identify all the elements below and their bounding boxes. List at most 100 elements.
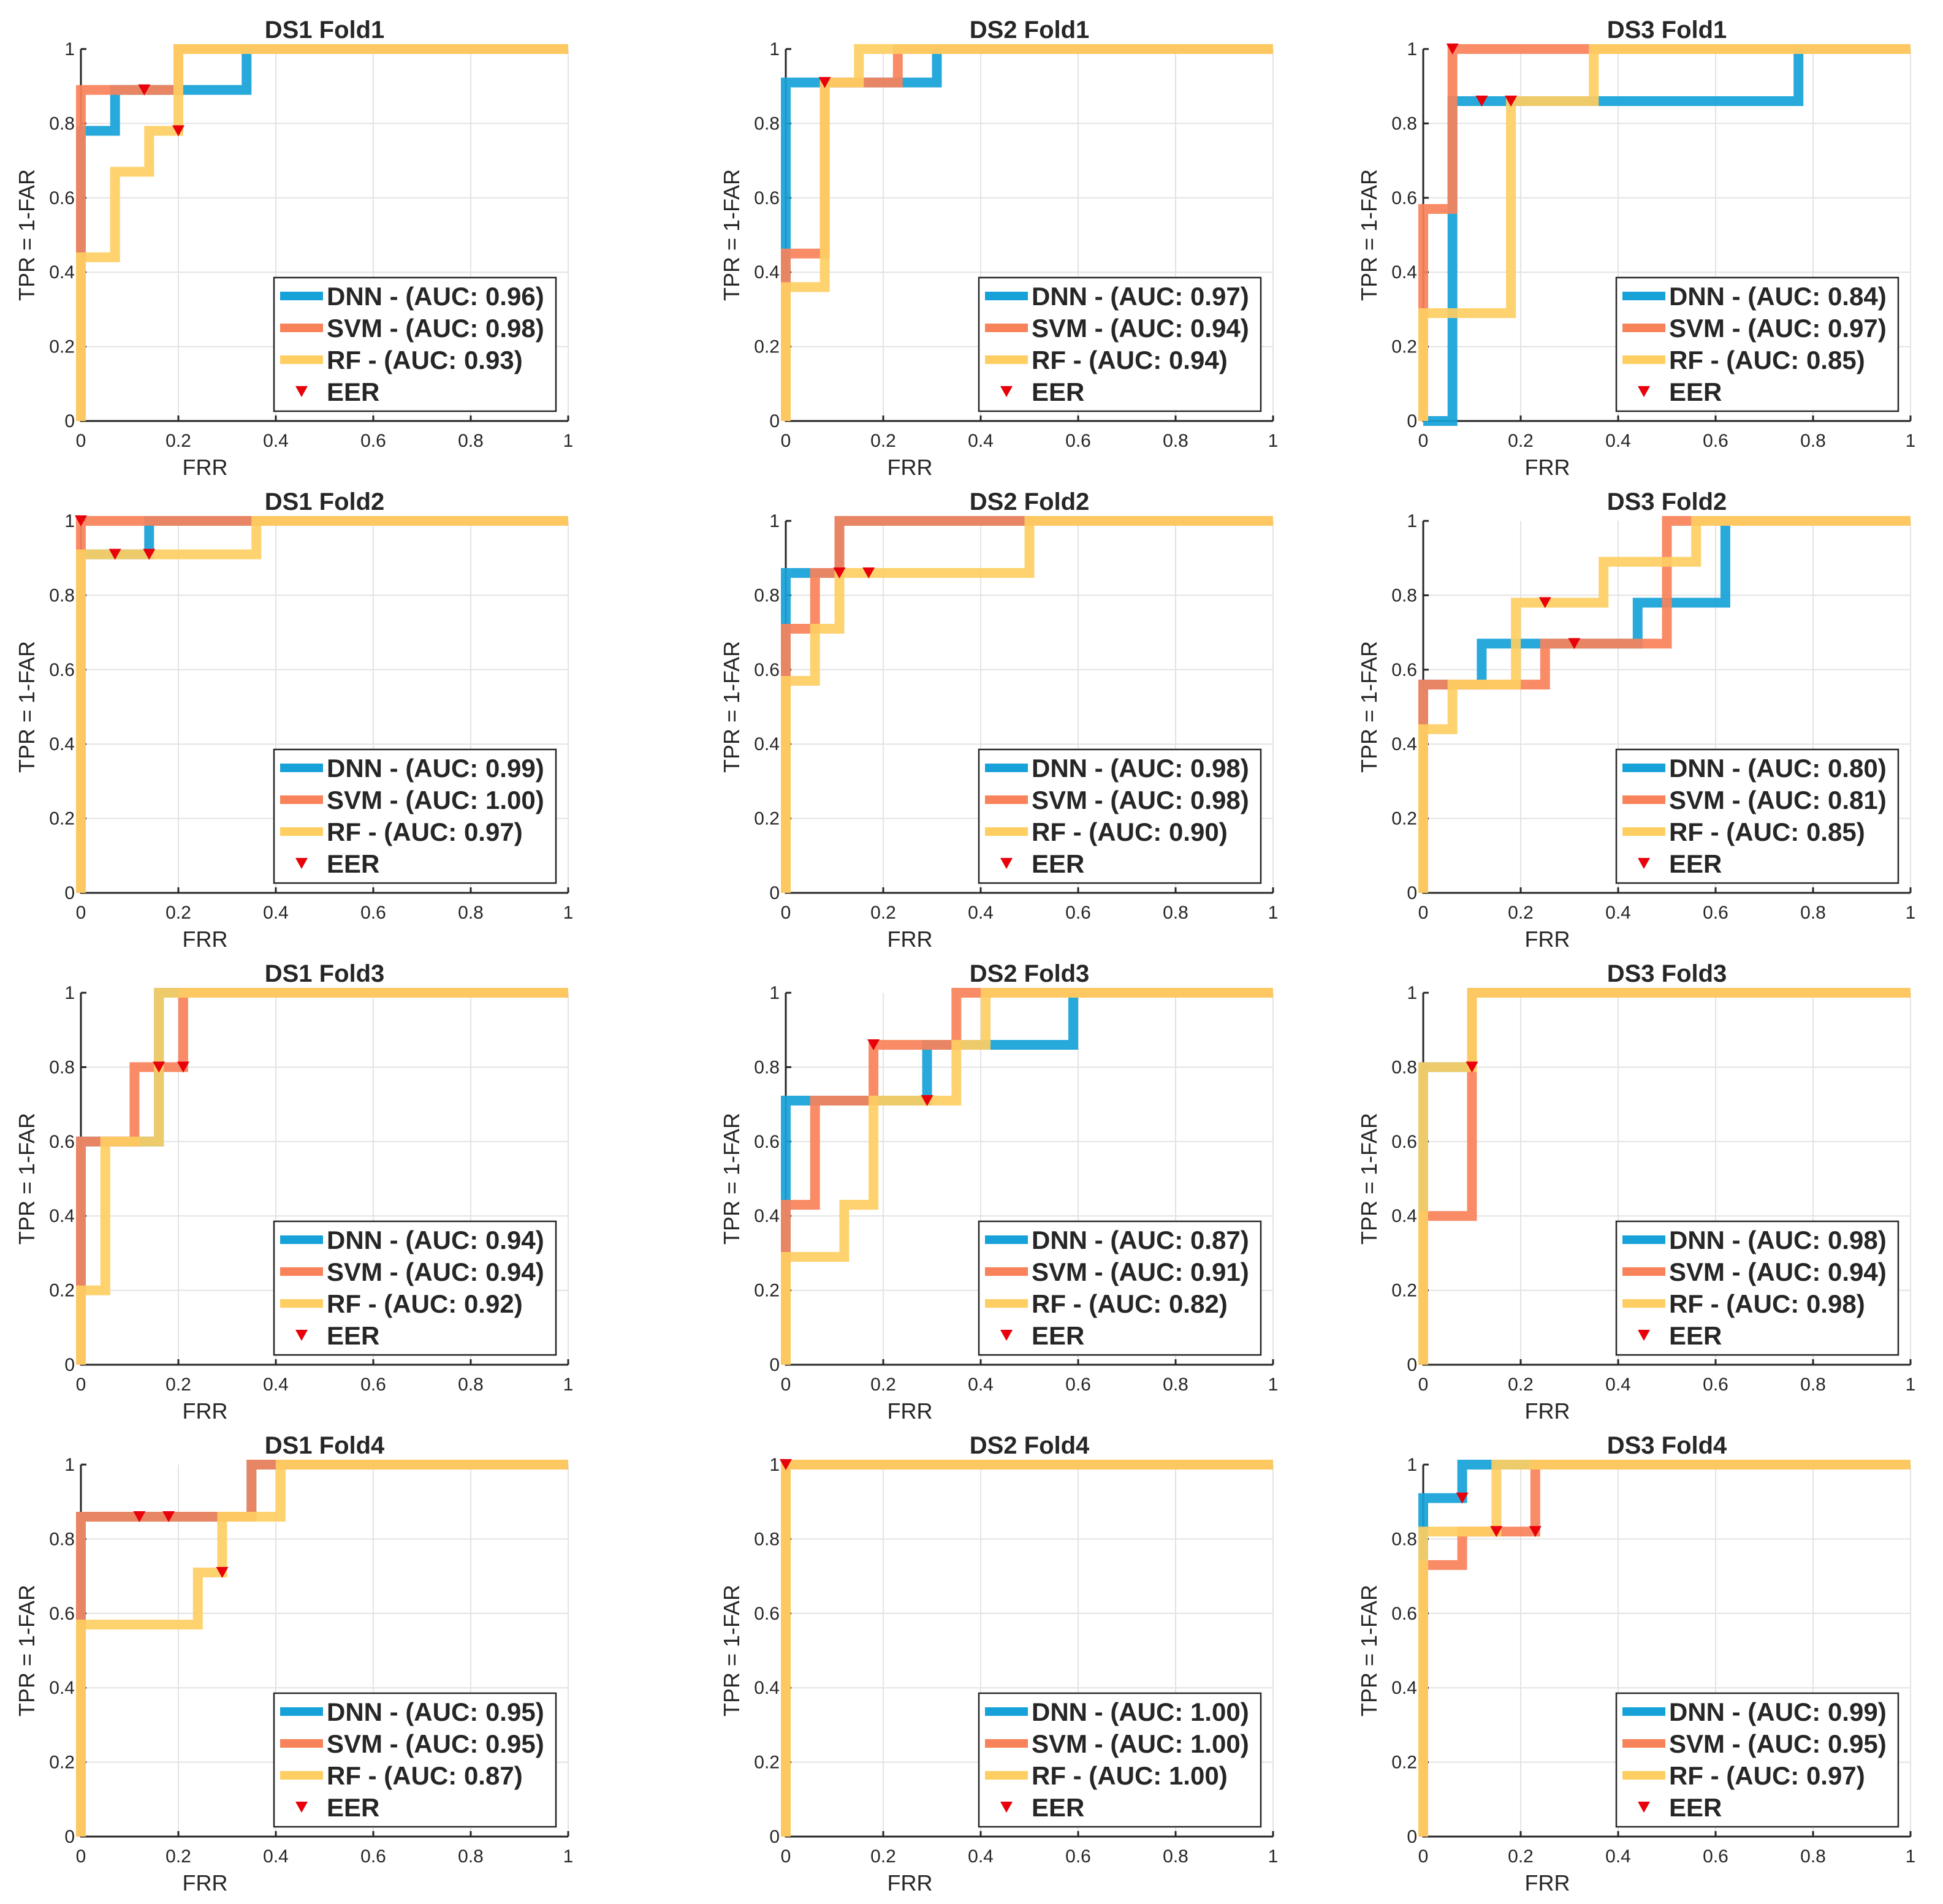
legend-label: SVM - (AUC: 0.91) [1032, 1257, 1249, 1286]
x-tick-label: 0.2 [165, 903, 191, 923]
roc-line-rf [76, 44, 568, 421]
legend-label: DNN - (AUC: 0.87) [1032, 1226, 1249, 1254]
panel-title: DS1 Fold3 [265, 960, 385, 987]
panel-title: DS1 Fold1 [265, 17, 385, 44]
roc-line-svm [781, 516, 1273, 893]
legend-label: DNN - (AUC: 1.00) [1032, 1697, 1249, 1726]
x-tick-label: 0.8 [1163, 903, 1188, 923]
legend-label: RF - (AUC: 0.98) [1669, 1289, 1865, 1318]
x-tick-label: 0 [781, 903, 791, 923]
x-tick-label: 0.6 [360, 903, 386, 923]
y-axis-label: TPR = 1-FAR [719, 1113, 744, 1245]
y-tick-label: 0.6 [1391, 1132, 1417, 1152]
eer-marker [162, 1511, 175, 1522]
x-tick-label: 0.2 [870, 431, 896, 451]
y-axis-label: TPR = 1-FAR [719, 1585, 744, 1716]
y-tick-label: 0.8 [754, 1057, 780, 1077]
y-tick-label: 0.2 [1391, 809, 1417, 829]
x-tick-label: 0.6 [1065, 431, 1091, 451]
x-tick-label: 0.2 [870, 1846, 896, 1867]
roc-line-rf [1418, 516, 1911, 893]
legend-swatch-eer [295, 386, 308, 397]
x-tick-label: 0.6 [360, 1375, 386, 1395]
x-tick-label: 0.8 [1163, 1375, 1188, 1395]
x-tick-label: 0.6 [1703, 1375, 1728, 1395]
x-axis-label: FRR [1525, 927, 1570, 952]
y-tick-label: 1 [64, 983, 75, 1003]
legend-swatch-eer [1000, 386, 1013, 397]
x-tick-label: 0.4 [263, 1375, 289, 1395]
eer-marker [1490, 1526, 1503, 1538]
x-tick-label: 0.8 [1800, 1375, 1826, 1395]
x-tick-label: 1 [1268, 431, 1279, 451]
y-axis-label: TPR = 1-FAR [1356, 1585, 1382, 1716]
legend-label: DNN - (AUC: 0.98) [1669, 1226, 1887, 1254]
legend-label: EER [1032, 1321, 1084, 1350]
x-tick-label: 1 [1268, 903, 1279, 923]
y-tick-label: 1 [769, 1455, 780, 1475]
panel-title: DS3 Fold3 [1607, 960, 1727, 987]
y-tick-label: 0 [1407, 883, 1417, 903]
y-axis-label: TPR = 1-FAR [14, 1585, 39, 1716]
legend-label: EER [327, 1321, 379, 1350]
eer-marker [818, 77, 831, 88]
x-tick-label: 0 [76, 903, 86, 923]
x-tick-label: 1 [563, 1846, 574, 1867]
y-tick-label: 0.8 [49, 1529, 75, 1549]
roc-panel: 00 0.2 0.2 0.4 0.4 0.6 0.6 0.8 0.8 1 1 DS3 Fold4 FRR… [1356, 1432, 1915, 1895]
y-tick-label: 0.6 [754, 188, 780, 208]
roc-panel: 00 0.2 0.2 0.4 0.4 0.6 0.6 0.8 0.8 1 1 DS2 Fold3 FRR… [719, 960, 1278, 1424]
legend-label: DNN - (AUC: 0.80) [1669, 754, 1887, 783]
legend-label: EER [1669, 849, 1722, 878]
y-tick-label: 1 [1407, 1455, 1417, 1475]
legend-label: RF - (AUC: 0.97) [1669, 1761, 1865, 1790]
y-tick-label: 0.6 [1391, 660, 1417, 680]
y-tick-label: 0.6 [49, 1132, 75, 1152]
x-tick-label: 0.4 [263, 903, 289, 923]
legend-label: EER [1669, 377, 1722, 406]
eer-marker [833, 567, 846, 578]
y-tick-label: 0.2 [754, 1281, 780, 1301]
x-axis-label: FRR [1525, 1870, 1570, 1895]
eer-marker [216, 1567, 229, 1579]
x-tick-label: 1 [1906, 1375, 1916, 1395]
x-tick-label: 0 [781, 431, 791, 451]
eer-marker [1538, 597, 1551, 609]
x-tick-label: 1 [1268, 1375, 1279, 1395]
x-tick-label: 0.4 [1605, 1846, 1631, 1867]
legend-label: EER [1669, 1793, 1722, 1822]
legend-label: SVM - (AUC: 1.00) [1032, 1729, 1249, 1758]
legend-label: RF - (AUC: 0.90) [1032, 817, 1228, 846]
roc-panel: 00 0.2 0.2 0.4 0.4 0.6 0.6 0.8 0.8 1 1 DS1 Fold4 FRR… [14, 1432, 573, 1895]
y-tick-label: 0.4 [754, 1206, 780, 1226]
roc-panel: 00 0.2 0.2 0.4 0.4 0.6 0.6 0.8 0.8 1 1 DS1 Fold3 FRR… [14, 960, 573, 1424]
y-tick-label: 0.4 [1391, 1206, 1417, 1226]
x-tick-label: 0 [76, 1846, 86, 1867]
legend-label: EER [1032, 849, 1084, 878]
roc-line-rf [781, 988, 1273, 1365]
x-tick-label: 0.2 [165, 431, 191, 451]
y-tick-label: 0 [769, 1827, 780, 1847]
panel-title: DS2 Fold2 [970, 488, 1090, 515]
y-tick-label: 0 [769, 1355, 780, 1375]
y-tick-label: 0.6 [49, 660, 75, 680]
x-tick-label: 0.6 [360, 431, 386, 451]
x-axis-label: FRR [183, 1870, 228, 1895]
x-tick-label: 1 [1906, 1846, 1916, 1867]
y-axis-label: TPR = 1-FAR [1356, 169, 1382, 301]
y-tick-label: 0.6 [754, 1604, 780, 1624]
y-tick-label: 0.2 [49, 1753, 75, 1773]
x-tick-label: 0.6 [1703, 903, 1728, 923]
x-tick-label: 1 [563, 1375, 574, 1395]
x-axis-label: FRR [183, 1398, 228, 1424]
x-tick-label: 0.2 [1508, 1375, 1534, 1395]
legend-label: SVM - (AUC: 1.00) [327, 786, 544, 814]
y-tick-label: 0 [769, 411, 780, 431]
x-tick-label: 0 [781, 1846, 791, 1867]
y-tick-label: 0.4 [49, 1678, 75, 1698]
y-tick-label: 0.4 [1391, 262, 1417, 283]
legend-label: RF - (AUC: 0.87) [327, 1761, 523, 1790]
x-tick-label: 0 [1418, 1375, 1429, 1395]
legend-swatch-eer [1000, 858, 1013, 869]
x-tick-label: 0 [1418, 1846, 1429, 1867]
